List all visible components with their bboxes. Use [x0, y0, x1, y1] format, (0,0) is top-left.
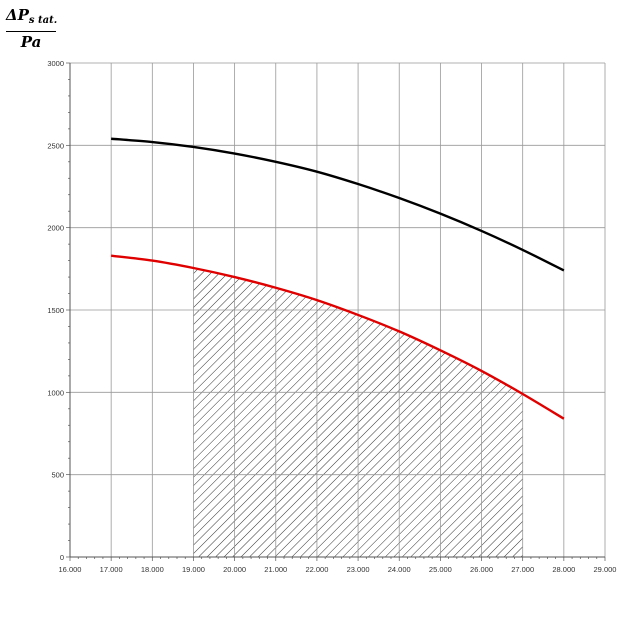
y-tick-label: 500: [51, 471, 64, 480]
x-tick-label: 28.000: [552, 565, 575, 574]
x-tick-label: 23.000: [347, 565, 370, 574]
x-tick-label: 16.000: [59, 565, 82, 574]
y-tick-label: 1000: [47, 388, 64, 397]
y-axis-label-main: ΔP: [6, 6, 29, 24]
x-tick-label: 18.000: [141, 565, 164, 574]
y-tick-label: 0: [60, 553, 64, 562]
x-tick-label: 19.000: [182, 565, 205, 574]
x-tick-label: 17.000: [100, 565, 123, 574]
x-tick-label: 22.000: [305, 565, 328, 574]
y-tick-label: 1500: [47, 306, 64, 315]
y-axis-label: ΔPs tat. Pa: [6, 6, 58, 51]
y-tick-label: 2500: [47, 141, 64, 150]
x-tick-label: 27.000: [511, 565, 534, 574]
x-tick-label: 25.000: [429, 565, 452, 574]
y-tick-label: 3000: [47, 59, 64, 68]
x-tick-label: 24.000: [388, 565, 411, 574]
y-axis-label-denominator: Pa: [20, 33, 42, 51]
x-tick-label: 29.000: [594, 565, 617, 574]
y-tick-label: 2000: [47, 224, 64, 233]
y-axis-label-subscript: s tat.: [28, 15, 58, 26]
y-axis-label-numerator: ΔPs tat.: [6, 6, 58, 32]
x-tick-label: 20.000: [223, 565, 246, 574]
series-line-2: [111, 254, 565, 420]
x-tick-label: 21.000: [264, 565, 287, 574]
x-tick-label: 26.000: [470, 565, 493, 574]
series-line-1: [111, 137, 565, 272]
